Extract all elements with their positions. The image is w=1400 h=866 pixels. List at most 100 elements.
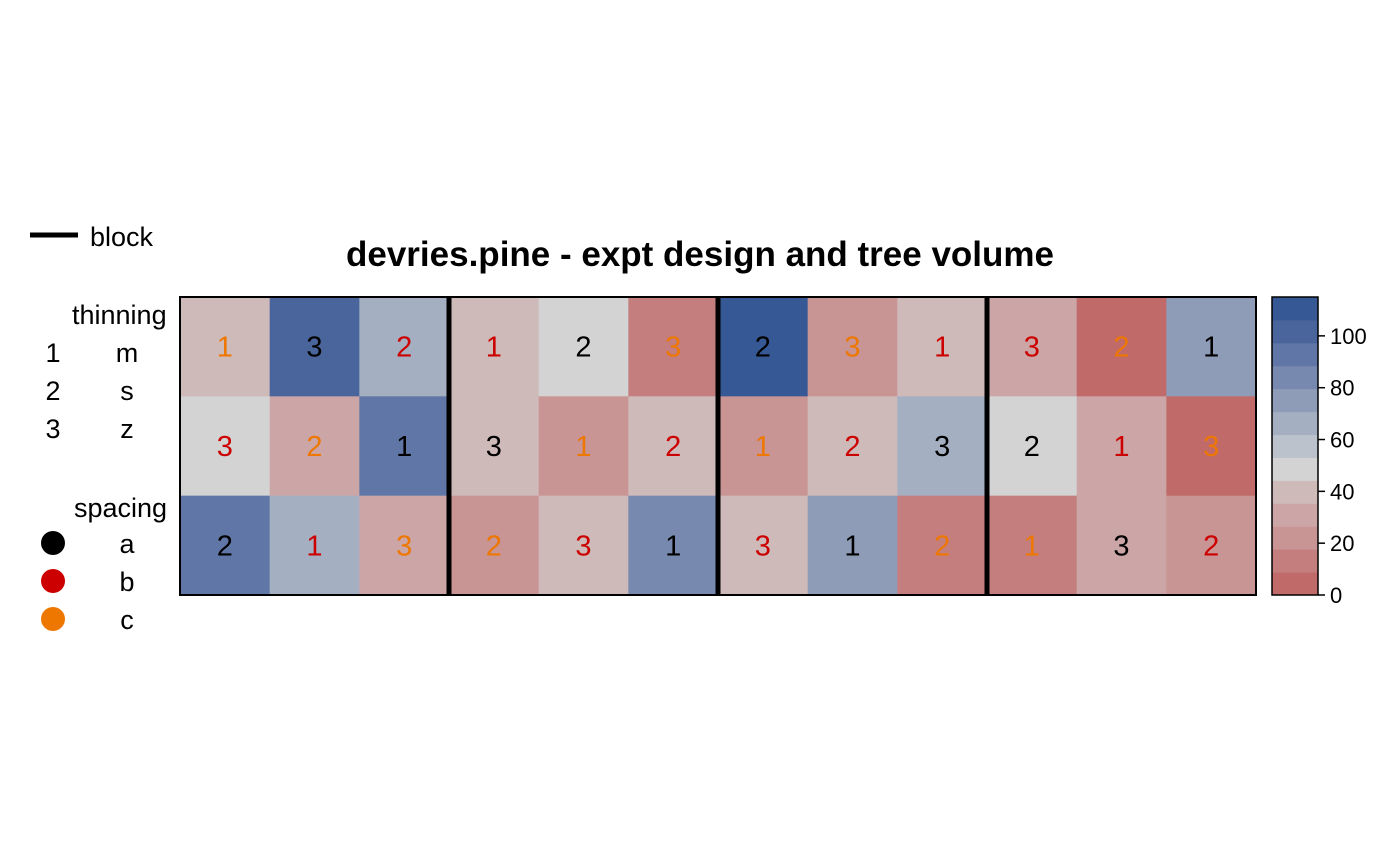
plot-label-r3-c2: 1 (306, 530, 322, 562)
thinning-code-2: 2 (45, 376, 60, 406)
plot-label-r2-c12: 3 (1203, 431, 1219, 463)
plot-cell-r2-c2 (269, 396, 360, 497)
plot-label-r1-c9: 1 (934, 332, 950, 364)
plot-cell-r1-c8 (807, 297, 898, 397)
plot-cell-r3-c10 (987, 495, 1078, 596)
heatmap-grid: 1 3 2 1 2 3 2 3 1 3 2 1 3 2 1 3 1 2 1 2 3 2 1 3 2 1 3 2 3 1 3 1 2 1 3 2 (180, 297, 1257, 596)
plot-cell-r2-c7 (718, 396, 809, 497)
plot-cell-r1-c4 (449, 297, 540, 397)
plot-cell-r3-c9 (897, 495, 988, 596)
plot-label-r2-c7: 1 (755, 431, 771, 463)
plot-label-r3-c7: 3 (755, 530, 771, 562)
plot-cell-r2-c6 (628, 396, 719, 497)
plot-cell-r2-c5 (538, 396, 629, 497)
colorbar-step-7 (1272, 434, 1318, 458)
plot-label-r2-c9: 3 (934, 431, 950, 463)
plot-cell-r1-c7 (718, 297, 809, 397)
colorbar-step-5 (1272, 480, 1318, 504)
plot-label-r2-c6: 2 (665, 431, 681, 463)
plot-label-r2-c3: 1 (396, 431, 412, 463)
plot-cell-r3-c12 (1166, 495, 1257, 596)
colorbar-step-10 (1272, 365, 1318, 390)
plot-label-r1-c10: 3 (1024, 332, 1040, 364)
plot-label-r3-c1: 2 (217, 530, 233, 562)
plot-cell-r1-c12 (1166, 297, 1257, 397)
plot-label-r1-c12: 1 (1203, 332, 1219, 364)
plot-cell-r2-c9 (897, 396, 988, 497)
plot-cell-r3-c2 (269, 495, 360, 596)
plot-label-r3-c6: 1 (665, 530, 681, 562)
spacing-legend: spacing abc (41, 493, 167, 635)
thinning-code-1: 1 (45, 338, 60, 368)
plot-label-r1-c2: 3 (306, 332, 322, 364)
spacing-level-b: b (119, 567, 134, 597)
colorbar-tick-label-80: 80 (1330, 376, 1354, 401)
thinning-level-m: m (116, 338, 139, 368)
colorbar-step-6 (1272, 457, 1318, 481)
colorbar-tick-label-60: 60 (1330, 428, 1354, 453)
plot-label-r1-c8: 3 (844, 332, 860, 364)
block-dividers (446, 297, 990, 595)
plot-label-r3-c9: 2 (934, 530, 950, 562)
plot-label-r3-c5: 3 (575, 530, 591, 562)
spacing-legend-title: spacing (74, 493, 167, 523)
plot-cell-r1-c10 (987, 297, 1078, 397)
plot-cell-r2-c3 (359, 396, 450, 497)
plot-cell-r3-c3 (359, 495, 450, 596)
plot-label-r3-c10: 1 (1024, 530, 1040, 562)
plot-cell-r2-c12 (1166, 396, 1257, 497)
plot-label-r2-c4: 3 (486, 431, 502, 463)
colorbar-tick-label-20: 20 (1330, 531, 1354, 556)
spacing-level-c: c (120, 605, 134, 635)
colorbar-tick-label-40: 40 (1330, 479, 1354, 504)
plot-cell-r3-c8 (807, 495, 898, 596)
plot-cell-r2-c8 (807, 396, 898, 497)
plot-label-r2-c1: 3 (217, 431, 233, 463)
plot-cell-r1-c2 (269, 297, 360, 397)
plot-label-r1-c4: 1 (486, 332, 502, 364)
plot-cell-r3-c4 (449, 495, 540, 596)
colorbar-step-13 (1272, 297, 1318, 321)
plot-cell-r3-c1 (180, 495, 271, 596)
plot-label-r2-c10: 2 (1024, 431, 1040, 463)
block-legend: block (30, 222, 154, 252)
block-legend-label: block (90, 222, 154, 252)
plot-cell-r2-c11 (1076, 396, 1167, 497)
colorbar-step-2 (1272, 549, 1318, 573)
plot-cell-r3-c6 (628, 495, 719, 596)
colorbar: 0 20 40 60 80 100 (1271, 296, 1367, 608)
colorbar-step-11 (1272, 342, 1318, 367)
plot-label-r1-c6: 3 (665, 332, 681, 364)
plot-cell-r1-c5 (538, 297, 629, 397)
colorbar-step-1 (1272, 572, 1318, 596)
spacing-marker-a (41, 531, 65, 555)
colorbar-step-12 (1272, 319, 1318, 344)
plot-label-r3-c3: 3 (396, 530, 412, 562)
colorbar-step-9 (1272, 388, 1318, 413)
colorbar-step-4 (1272, 503, 1318, 527)
plot-label-r1-c5: 2 (575, 332, 591, 364)
plot-cell-r3-c7 (718, 495, 809, 596)
chart-title: devries.pine - expt design and tree volu… (346, 235, 1054, 274)
spacing-level-a: a (119, 529, 135, 559)
spacing-marker-b (41, 569, 65, 593)
thinning-level-s: s (120, 376, 134, 406)
plot-frame (179, 296, 1257, 596)
thinning-code-3: 3 (45, 414, 60, 444)
plot-label-r1-c11: 2 (1113, 332, 1129, 364)
colorbar-frame (1271, 296, 1319, 596)
plot-cell-r3-c11 (1076, 495, 1167, 596)
plot-cell-r3-c5 (538, 495, 629, 596)
colorbar-step-3 (1272, 526, 1318, 550)
spacing-marker-c (41, 607, 65, 631)
plot-cell-r2-c1 (180, 396, 271, 497)
plot-cell-r1-c6 (628, 297, 719, 397)
plot-cell-r1-c11 (1076, 297, 1167, 397)
plot-label-r1-c3: 2 (396, 332, 412, 364)
thinning-legend-title: thinning (72, 300, 167, 330)
plot-cell-r2-c4 (449, 396, 540, 497)
plot-label-r2-c5: 1 (575, 431, 591, 463)
colorbar-step-8 (1272, 411, 1318, 436)
plot-cell-r1-c3 (359, 297, 450, 397)
